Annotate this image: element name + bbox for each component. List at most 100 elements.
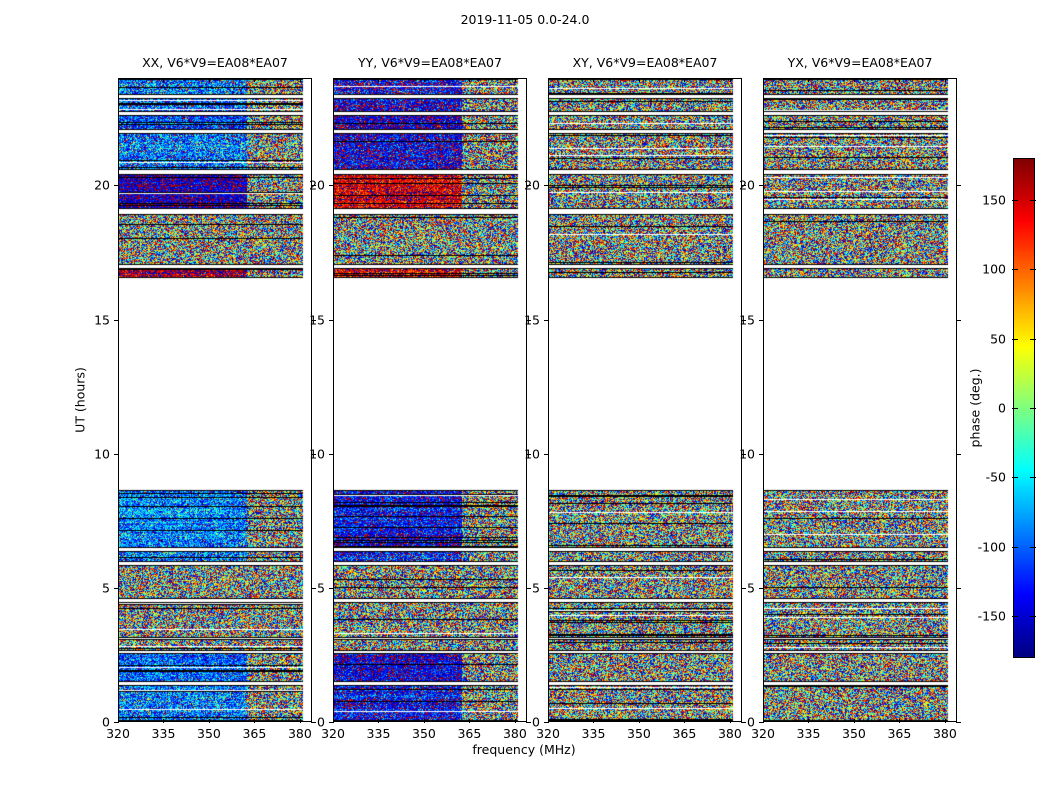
x-tick-mark-top (514, 78, 516, 82)
y-tick-mark-right (311, 722, 316, 723)
x-tick-label: 320 (106, 726, 130, 741)
y-tick-mark-right (956, 722, 961, 723)
x-tick-mark (593, 719, 595, 723)
y-tick-mark (544, 453, 549, 455)
y-tick-mark (759, 453, 764, 455)
y-tick-mark-right (311, 587, 316, 589)
x-tick-mark-top (118, 78, 119, 82)
waterfall-image-xy (549, 79, 741, 721)
colorbar: -150 -100 -50 0 50 100 150 (978, 158, 1036, 658)
panel-title-xy: XY, V6*V9=EA08*EA07 (572, 55, 718, 70)
x-tick-mark-top (423, 78, 425, 82)
x-tick-mark (638, 719, 640, 723)
colorbar-tick-label: 100 (982, 261, 1006, 277)
x-tick-label: 365 (457, 726, 482, 741)
colorbar-tick-mark (1012, 199, 1018, 201)
x-tick-mark-top (808, 78, 810, 82)
x-tick-mark (423, 719, 425, 723)
y-tick-mark-right (311, 453, 316, 455)
panel-title-yy: YY, V6*V9=EA08*EA07 (358, 55, 502, 70)
colorbar-tick-mark (1012, 338, 1018, 340)
x-tick-mark-top (944, 78, 946, 82)
x-tick-mark (808, 719, 810, 723)
colorbar-tick-mark-right (1030, 616, 1036, 618)
x-tick-mark (299, 719, 301, 723)
x-tick-mark (378, 719, 380, 723)
colorbar-tick-mark-right (1030, 199, 1036, 201)
figure-suptitle: 2019-11-05 0.0-24.0 (460, 12, 590, 27)
x-tick-mark-top (208, 78, 210, 82)
y-tick-label: 15 (524, 312, 540, 327)
colorbar-tick-label: 50 (990, 331, 1006, 347)
x-tick-label: 335 (796, 726, 821, 741)
waterfall-image-yy (334, 79, 526, 721)
y-tick-mark (759, 185, 764, 187)
x-tick-mark (514, 719, 516, 723)
y-tick-label: 0 (747, 714, 755, 730)
y-tick-mark (114, 185, 119, 187)
y-tick-mark (329, 453, 334, 455)
axes-yy (333, 78, 527, 722)
y-tick-label: 10 (524, 446, 540, 462)
y-tick-label: 10 (309, 446, 325, 462)
y-tick-mark (544, 319, 549, 321)
y-tick-label: 15 (739, 312, 755, 327)
x-tick-label: 350 (412, 726, 436, 741)
x-tick-mark-top (899, 78, 901, 82)
x-tick-mark-top (593, 78, 595, 82)
x-tick-mark-top (378, 78, 380, 82)
x-tick-mark (763, 719, 764, 723)
y-tick-mark-right (741, 722, 746, 723)
x-tick-mark-top (469, 78, 471, 82)
x-tick-mark (853, 719, 855, 723)
x-tick-label: 335 (151, 726, 176, 741)
y-tick-mark (114, 722, 119, 723)
x-tick-mark-top (853, 78, 855, 82)
y-tick-mark-right (956, 319, 961, 321)
x-tick-mark (208, 719, 210, 723)
y-tick-mark-right (526, 587, 531, 589)
colorbar-tick-mark-right (1030, 408, 1036, 409)
x-tick-label: 365 (672, 726, 697, 741)
x-tick-mark-top (548, 78, 549, 82)
y-tick-mark (759, 722, 764, 723)
colorbar-tick-label: -50 (985, 469, 1006, 485)
x-tick-mark-top (163, 78, 165, 82)
colorbar-tick-mark (1012, 408, 1018, 409)
y-tick-label: 5 (102, 580, 110, 596)
x-tick-label: 335 (366, 726, 391, 741)
panel-title-xx: XX, V6*V9=EA08*EA07 (142, 55, 288, 70)
y-tick-mark-right (526, 319, 531, 321)
x-tick-label: 320 (751, 726, 775, 741)
colorbar-tick-mark-right (1030, 269, 1036, 271)
y-tick-label: 20 (94, 177, 110, 193)
x-tick-label: 350 (197, 726, 221, 741)
axes-xy (548, 78, 742, 722)
y-axis-label: UT (hours) (72, 367, 88, 433)
x-tick-label: 350 (842, 726, 866, 741)
y-tick-mark (759, 319, 764, 321)
x-tick-mark-top (254, 78, 256, 82)
x-tick-mark (899, 719, 901, 723)
y-tick-mark (329, 587, 334, 589)
x-tick-mark-top (729, 78, 731, 82)
axes-yx (763, 78, 957, 722)
y-tick-mark-right (956, 587, 961, 589)
panel-yy: YY, V6*V9=EA08*EA07 320 335 350 365 380 0 5 10 15… (309, 55, 531, 741)
x-tick-label: 320 (536, 726, 560, 741)
x-tick-mark-top (684, 78, 686, 82)
y-tick-mark-right (741, 587, 746, 589)
y-tick-mark-right (956, 185, 961, 187)
panel-xy: XY, V6*V9=EA08*EA07 320 335 350 365 380 0 5 10 15… (524, 55, 746, 741)
y-tick-mark (544, 185, 549, 187)
y-tick-label: 15 (94, 312, 110, 327)
y-tick-mark (329, 319, 334, 321)
y-tick-label: 15 (309, 312, 325, 327)
x-tick-mark-top (299, 78, 301, 82)
x-tick-label: 380 (932, 726, 957, 741)
x-tick-mark (118, 719, 119, 723)
y-tick-mark (544, 722, 549, 723)
y-tick-label: 0 (317, 714, 325, 730)
y-tick-mark (544, 587, 549, 589)
x-tick-mark (254, 719, 256, 723)
